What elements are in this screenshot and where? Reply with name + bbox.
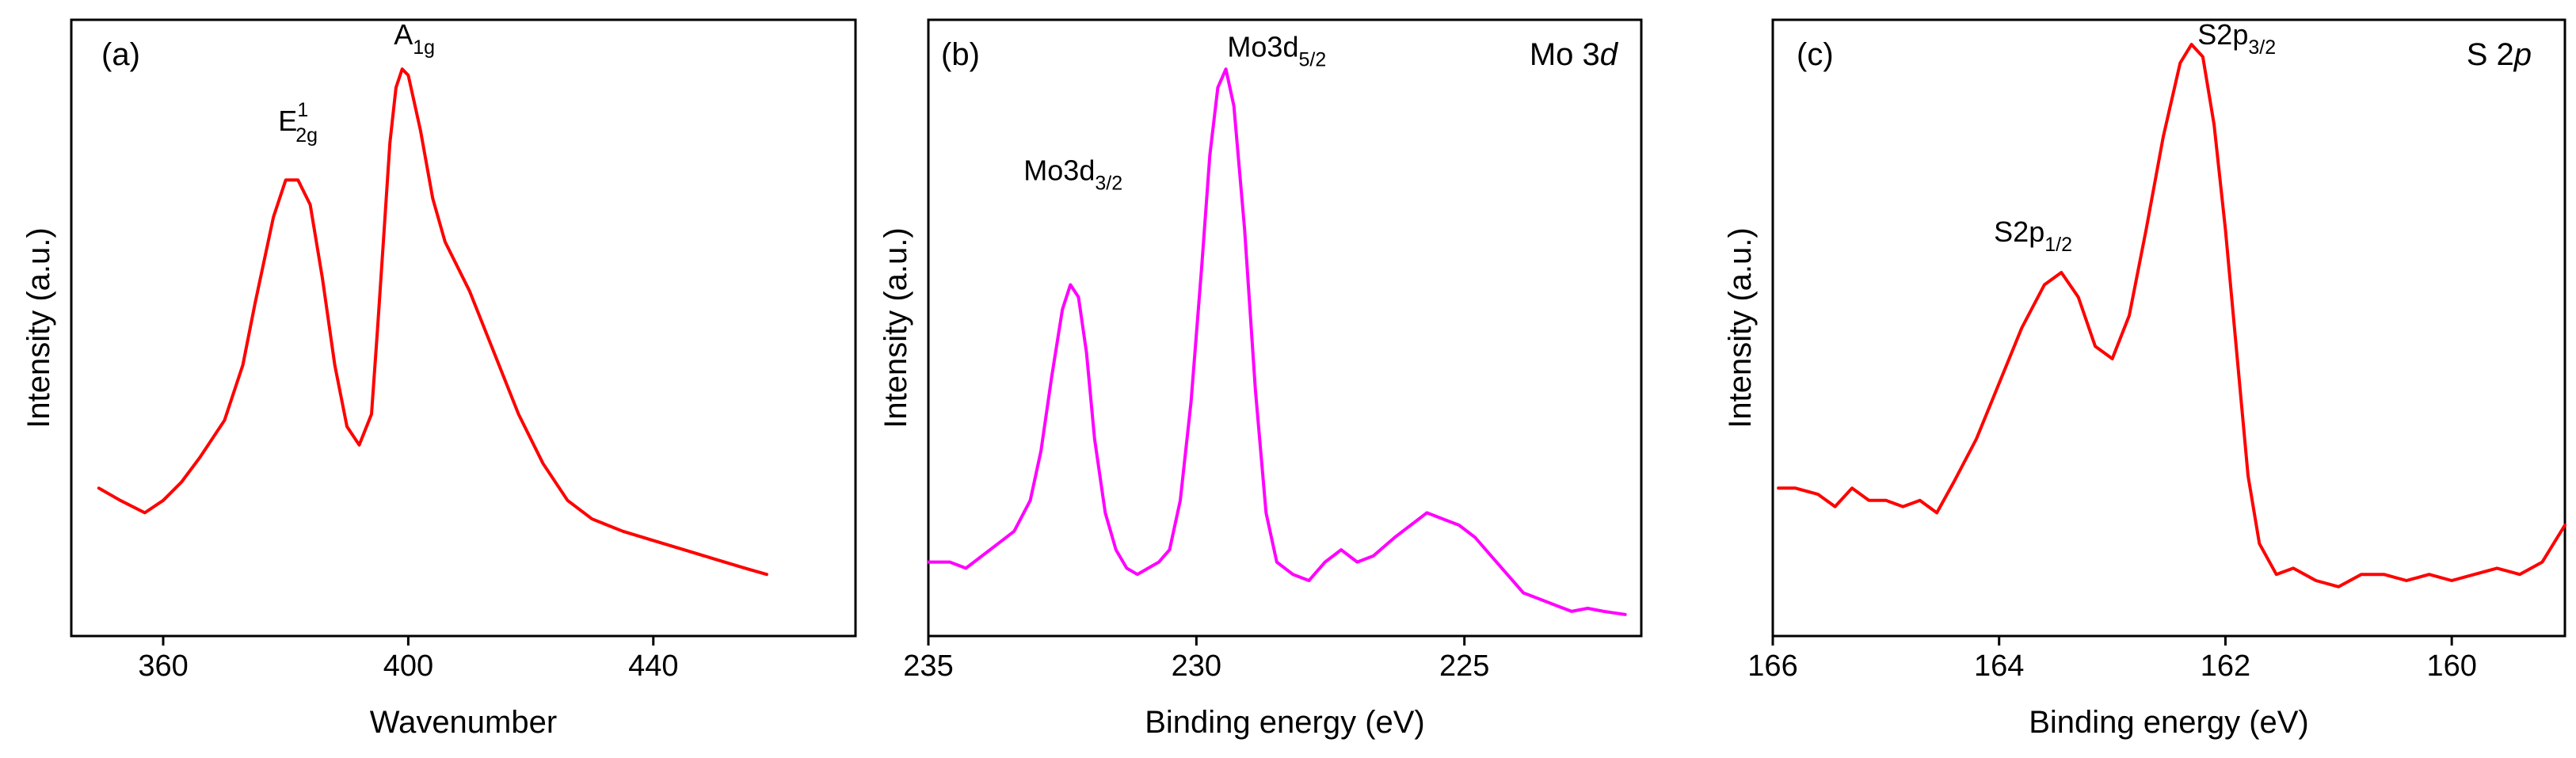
panel-b-frame xyxy=(927,18,1643,638)
panel-a-xlabel: Wavenumber xyxy=(370,705,557,740)
panel-b-corner-label: Mo 3d xyxy=(1530,37,1619,72)
panel-a-xtick-label: 400 xyxy=(383,649,433,683)
panel-a-plot: 360 400 440 E1 2g A1g xyxy=(97,18,768,683)
panel-c-xtick-label: 164 xyxy=(1974,649,2024,683)
panel-b-label: (b) xyxy=(941,37,980,72)
panel-b-xtick-label: 230 xyxy=(1172,649,1221,683)
panel-c-ylabel: Intensity (a.u.) xyxy=(1723,227,1758,428)
panel-a-xtick-label: 360 xyxy=(138,649,188,683)
panel-b-peak-label: Mo3d3/2 xyxy=(1023,154,1122,194)
panel-c-peak-label: S2p3/2 xyxy=(2197,18,2276,59)
panel-c-corner-label: S 2p xyxy=(2467,37,2532,72)
panel-c xyxy=(1771,18,2566,638)
panel-c-xtick-label: 160 xyxy=(2426,649,2476,683)
panel-c-xtick-label: 166 xyxy=(1747,649,1797,683)
panel-a xyxy=(70,18,857,638)
panel-b-xtick-label: 235 xyxy=(903,649,953,683)
panel-b-peak-label: Mo3d5/2 xyxy=(1227,31,1326,71)
panel-b xyxy=(927,18,1643,638)
panel-c-frame xyxy=(1771,18,2566,638)
panel-b-plot: 235 230 225 Mo3d3/2 Mo3d5/2 xyxy=(903,31,1627,683)
panel-c-plot: 166 164 162 160 S2p1/2 S2p3/2 xyxy=(1747,18,2566,683)
panel-a-xtick-label: 440 xyxy=(628,649,678,683)
panel-c-label: (c) xyxy=(1797,37,1834,72)
panel-b-trace xyxy=(927,67,1627,616)
panel-b-ylabel: Intensity (a.u.) xyxy=(878,227,913,428)
panel-a-trace xyxy=(97,67,768,577)
panel-c-trace xyxy=(1777,43,2566,588)
panel-a-ylabel: Intensity (a.u.) xyxy=(21,227,56,428)
panel-a-frame xyxy=(70,18,857,638)
panel-c-xlabel: Binding energy (eV) xyxy=(2029,705,2309,740)
panel-a-peak-label: A1g xyxy=(394,18,435,59)
panel-c-peak-label: S2p1/2 xyxy=(1994,215,2072,256)
panel-a-peak-label: E1 2g xyxy=(278,99,318,147)
panel-b-xlabel: Binding energy (eV) xyxy=(1145,705,1425,740)
panel-c-xtick-label: 162 xyxy=(2201,649,2250,683)
panel-a-label: (a) xyxy=(101,37,140,72)
panel-b-xtick-label: 225 xyxy=(1439,649,1489,683)
